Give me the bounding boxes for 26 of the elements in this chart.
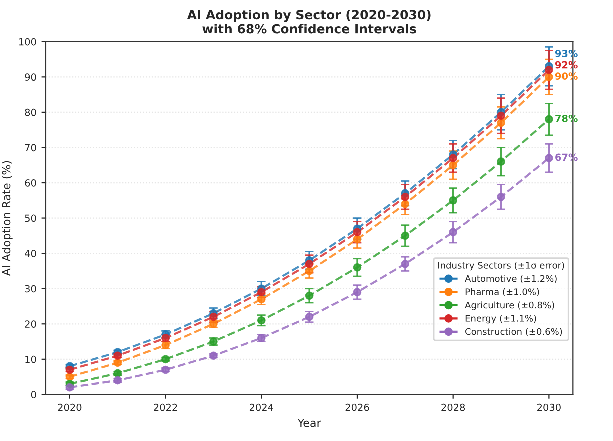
x-tick-label: 2028 bbox=[442, 404, 466, 412]
legend-label: Agriculture (±0.8%) bbox=[465, 302, 554, 310]
y-tick-label: 80 bbox=[25, 108, 36, 116]
y-tick-label: 20 bbox=[25, 320, 36, 328]
legend-title: Industry Sectors (±1σ error) bbox=[438, 262, 564, 271]
legend-label: Automotive (±1.2%) bbox=[465, 275, 557, 284]
x-tick-label: 2024 bbox=[250, 404, 274, 412]
legend-label: Pharma (±1.0%) bbox=[466, 288, 540, 296]
chart-title: AI Adoption by Sector (2020-2030) with 68% Confidence Intervals bbox=[187, 10, 431, 34]
x-tick-label: 2030 bbox=[538, 404, 561, 412]
y-tick-label: 40 bbox=[25, 250, 36, 258]
y-tick-label: 100 bbox=[19, 38, 36, 46]
y-tick-label: 60 bbox=[25, 179, 36, 187]
x-tick-label: 2022 bbox=[154, 404, 178, 412]
legend-label: Energy (±1.1%) bbox=[466, 314, 536, 324]
x-tick-label: 2026 bbox=[346, 404, 370, 412]
y-tick-label: 90 bbox=[25, 74, 36, 82]
x-axis-title: Year bbox=[298, 419, 322, 428]
y-tick-label: 70 bbox=[25, 144, 36, 152]
legend-label: Construction (±0.6%) bbox=[466, 328, 562, 336]
y-axis-title: AI Adoption Rate (%) bbox=[2, 161, 13, 276]
y-tick-label: 0 bbox=[31, 391, 36, 399]
x-tick-label: 2020 bbox=[58, 404, 82, 412]
y-tick-label: 30 bbox=[25, 285, 36, 293]
y-tick-label: 50 bbox=[25, 214, 36, 222]
y-tick-label: 10 bbox=[26, 356, 36, 364]
